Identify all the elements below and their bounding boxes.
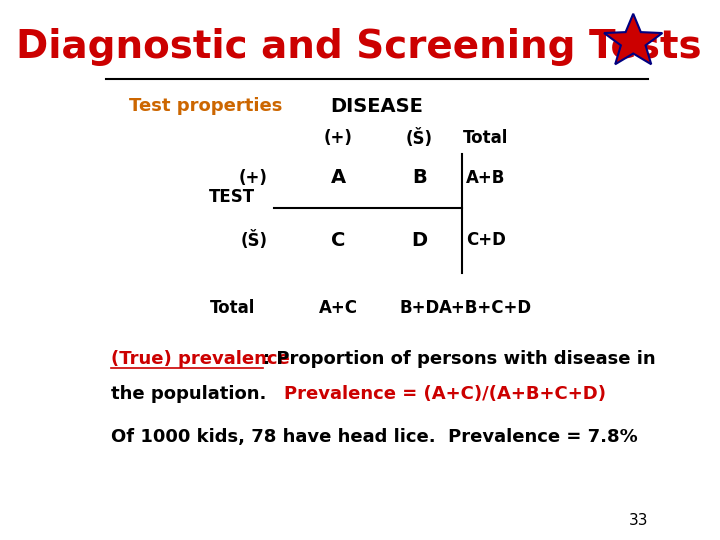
Text: the population.: the population. bbox=[112, 384, 267, 402]
Text: (Š): (Š) bbox=[240, 231, 268, 250]
Text: A+C: A+C bbox=[319, 299, 358, 316]
Text: DISEASE: DISEASE bbox=[330, 97, 423, 116]
Text: C: C bbox=[331, 231, 346, 250]
Text: Total: Total bbox=[210, 299, 255, 316]
Text: Total: Total bbox=[463, 130, 508, 147]
Text: Test properties: Test properties bbox=[129, 97, 282, 115]
Text: (+): (+) bbox=[324, 130, 353, 147]
Text: Of 1000 kids, 78 have head lice.  Prevalence = 7.8%: Of 1000 kids, 78 have head lice. Prevale… bbox=[112, 428, 638, 445]
Polygon shape bbox=[604, 14, 662, 64]
Text: 33: 33 bbox=[629, 513, 648, 528]
Text: (Š): (Š) bbox=[405, 129, 433, 148]
Text: A+B+C+D: A+B+C+D bbox=[439, 299, 532, 316]
Text: : Proportion of persons with disease in: : Proportion of persons with disease in bbox=[263, 349, 656, 368]
Text: Diagnostic and Screening Tests: Diagnostic and Screening Tests bbox=[17, 28, 702, 66]
Text: A: A bbox=[331, 168, 346, 187]
Text: D: D bbox=[411, 231, 427, 250]
Text: A+B: A+B bbox=[466, 168, 505, 187]
Text: TEST: TEST bbox=[210, 188, 256, 206]
Text: B: B bbox=[412, 168, 426, 187]
Text: B+D: B+D bbox=[399, 299, 439, 316]
Text: C+D: C+D bbox=[466, 232, 505, 249]
Text: Prevalence = (A+C)/(A+B+C+D): Prevalence = (A+C)/(A+B+C+D) bbox=[258, 384, 606, 402]
Text: (True) prevalence: (True) prevalence bbox=[112, 349, 290, 368]
Text: (+): (+) bbox=[239, 168, 268, 187]
